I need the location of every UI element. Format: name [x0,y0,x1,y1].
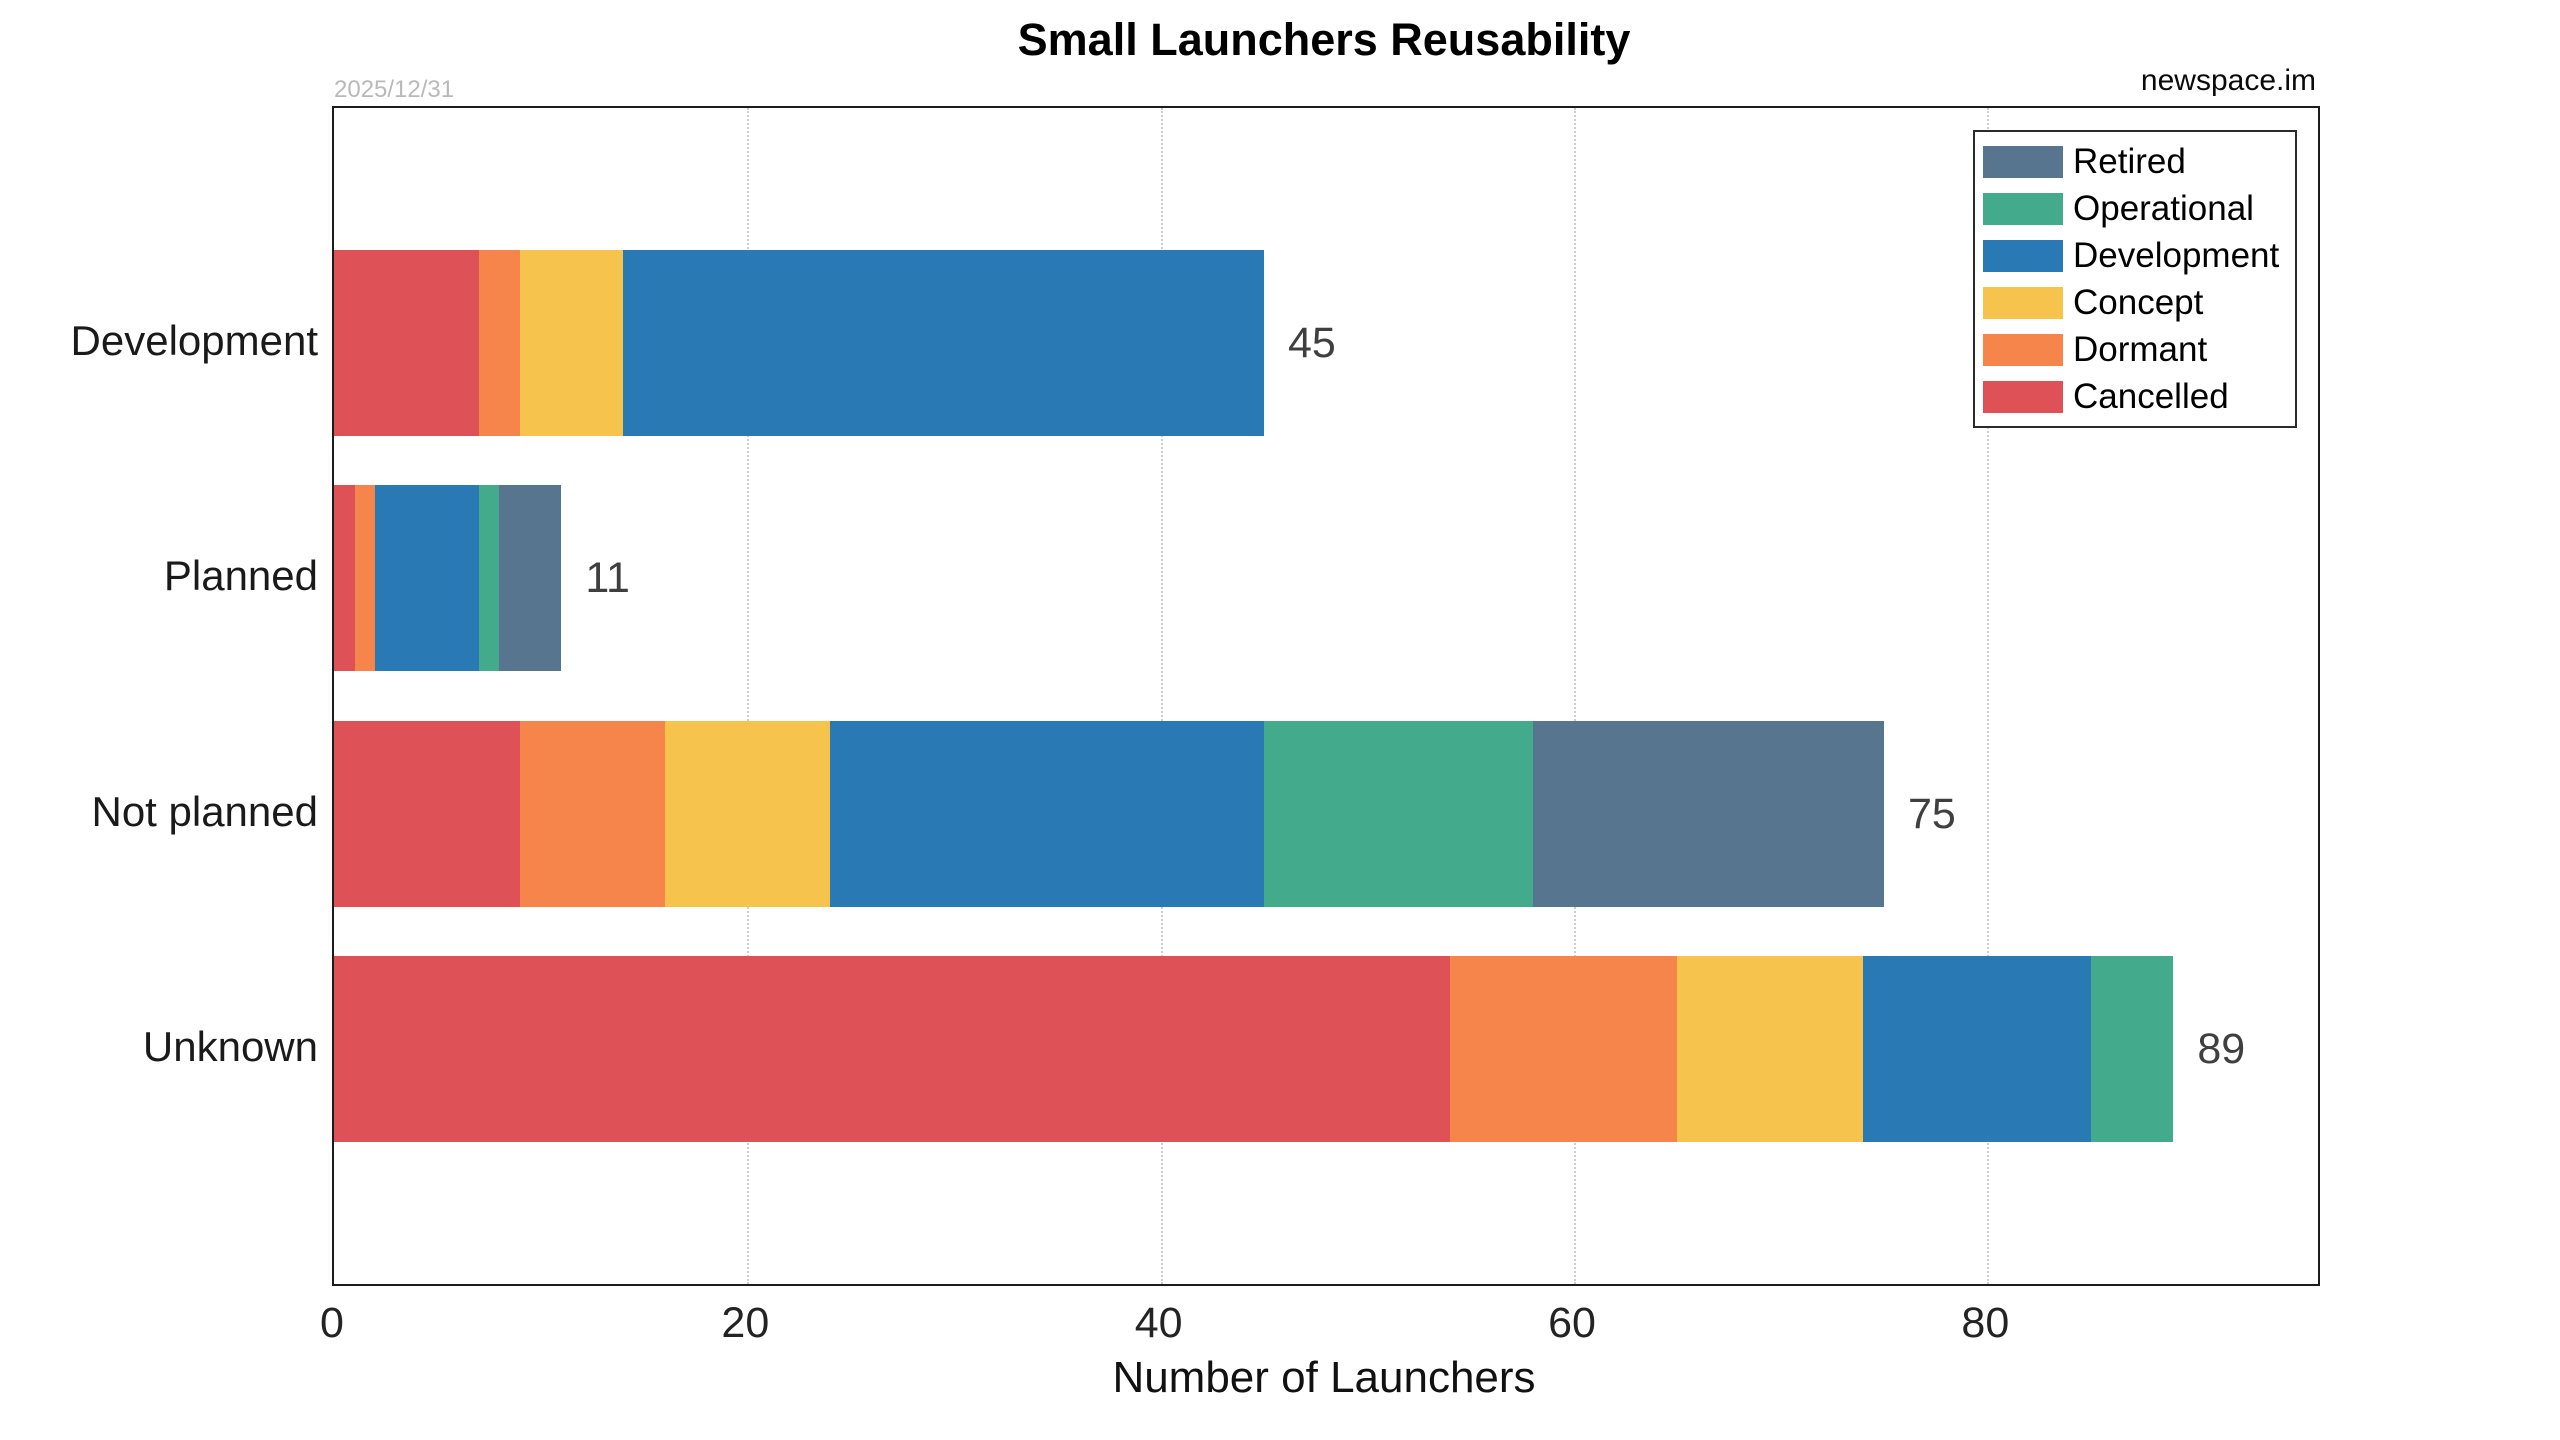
bar-segment-retired [1532,720,1884,907]
legend-item-cancelled: Cancelled [1983,375,2295,419]
bar-segment-dormant [1450,955,1678,1142]
bar-segment-operational [478,485,500,672]
bar-segment-dormant [520,720,665,907]
bar-segment-development [375,485,479,672]
bar-segment-retired [499,485,562,672]
bar-development [334,250,1264,437]
bar-segment-cancelled [334,485,355,672]
x-tick-label-20: 20 [721,1299,770,1347]
x-tick-label-80: 80 [1961,1299,2010,1347]
legend-swatch-retired [1983,145,2063,178]
y-label-unknown: Unknown [142,1022,318,1070]
x-tick-label-60: 60 [1548,1299,1596,1347]
gridline-x60 [1574,108,1576,1284]
legend-item-dormant: Dormant [1983,328,2295,372]
bar-segment-dormant [354,485,376,672]
chart-title: Small Launchers Reusability [1017,14,1631,65]
bar-segment-cancelled [334,250,479,437]
legend-item-development: Development [1983,234,2295,278]
bar-segment-cancelled [334,955,1450,1142]
legend-item-concept: Concept [1983,281,2295,325]
y-label-planned: Planned [163,552,318,600]
legend-label: Retired [2073,142,2186,181]
bar-segment-development [623,250,1264,437]
legend-label: Cancelled [2073,377,2229,416]
bar-segment-cancelled [334,720,520,907]
legend-swatch-dormant [1983,333,2063,366]
brand-watermark: newspace.im [2140,64,2316,97]
x-tick-label-0: 0 [320,1299,344,1347]
legend-item-operational: Operational [1983,187,2295,231]
bar-segment-development [1863,955,2091,1142]
legend-swatch-development [1983,239,2063,272]
bar-total-label: 11 [585,554,630,603]
bar-segment-operational [2090,955,2174,1142]
gridline-x40 [1160,108,1163,1284]
legend-item-retired: Retired [1983,140,2295,184]
legend-label: Operational [2073,189,2254,228]
y-label-development: Development [70,317,318,365]
x-tick-label-40: 40 [1134,1299,1183,1347]
bar-segment-concept [664,720,830,907]
bar-unknown [334,955,2174,1142]
bar-total-label: 45 [1288,319,1336,368]
bar-total-label: 89 [2197,1024,2246,1073]
legend-swatch-cancelled [1983,380,2063,413]
gridline-x20 [747,108,750,1284]
y-label-not-planned: Not planned [91,787,318,835]
legend-label: Concept [2073,283,2204,322]
bar-segment-dormant [478,250,520,437]
legend-label: Dormant [2073,330,2208,369]
gridline-x80 [1987,108,1990,1284]
bar-segment-concept [519,250,624,437]
bar-total-label: 75 [1908,789,1956,838]
bar-not-planned [334,720,1884,907]
date-watermark: 2025/12/31 [334,76,455,103]
bar-segment-concept [1677,955,1864,1142]
legend-label: Development [2073,236,2280,275]
bar-planned [334,485,562,672]
legend-swatch-concept [1983,286,2063,319]
bar-segment-development [829,720,1264,907]
legend-swatch-operational [1983,192,2063,225]
legend: Retired Operational Development Concept Dorm… [1973,130,2297,428]
bar-segment-operational [1263,720,1533,907]
x-axis-label: Number of Launchers [1112,1353,1536,1402]
